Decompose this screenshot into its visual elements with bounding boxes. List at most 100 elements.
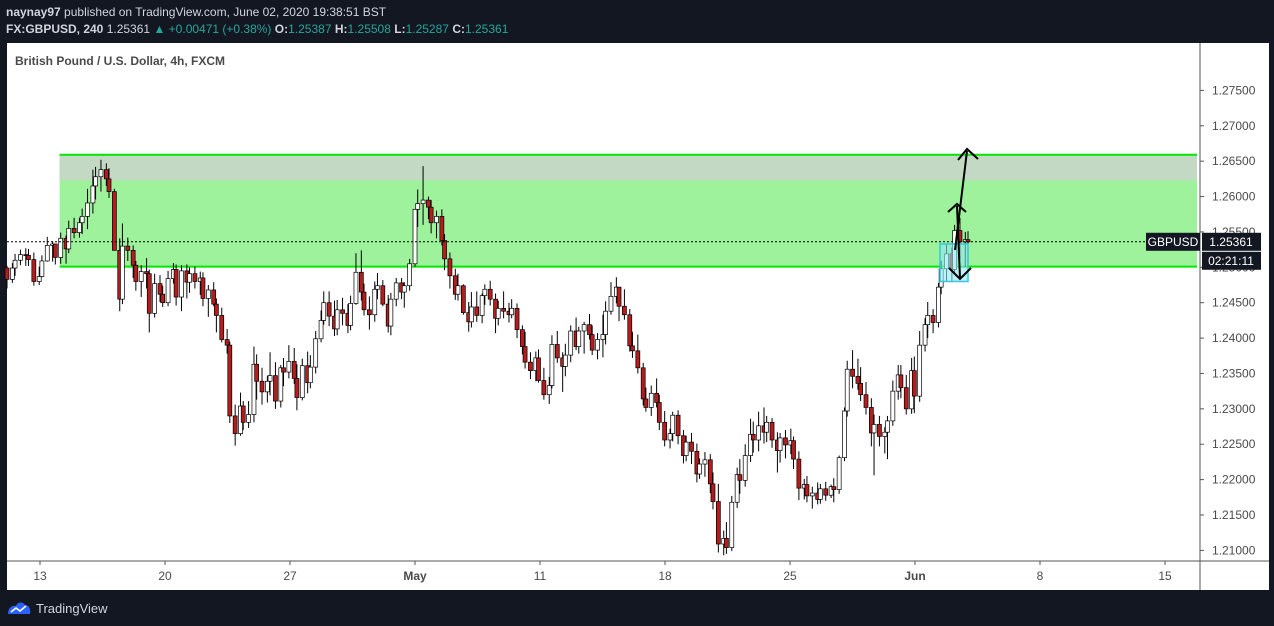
candle-body	[26, 254, 31, 260]
candle-body	[286, 361, 292, 373]
candle-body	[836, 457, 842, 490]
candle-body	[474, 306, 480, 316]
candle-body	[600, 334, 606, 340]
candle-body	[509, 308, 515, 316]
candle-body	[536, 357, 541, 381]
candle-body	[520, 329, 525, 347]
y-tick-label: 1.24000	[1212, 331, 1256, 345]
candle-body	[654, 392, 659, 403]
candle-body	[165, 278, 171, 304]
candle-body	[554, 344, 560, 359]
symbol-tag-bg	[1146, 232, 1200, 251]
candle-body	[581, 324, 587, 332]
candle-body	[469, 306, 474, 323]
candle-body	[98, 169, 104, 178]
target-arrow-down[interactable]	[956, 205, 961, 279]
candle-body	[697, 463, 702, 475]
candle-body	[31, 259, 37, 282]
close-label: C:	[452, 22, 465, 36]
candle-body	[809, 492, 815, 497]
candle-body	[495, 308, 501, 319]
candle-body	[871, 424, 877, 434]
y-tick-label: 1.22500	[1212, 437, 1256, 451]
candle-body	[603, 310, 608, 335]
candle-body	[71, 228, 77, 234]
x-tick-label: 25	[783, 569, 797, 583]
x-tick-label: 8	[1037, 569, 1044, 583]
candle-body	[66, 228, 72, 250]
candle-body	[179, 270, 184, 298]
candle-body	[307, 366, 313, 384]
candle-body	[724, 538, 729, 548]
candle-body	[522, 346, 528, 363]
candle-body	[541, 380, 547, 396]
candle-body	[447, 258, 453, 277]
candle-body	[683, 441, 689, 456]
candle-body	[90, 185, 96, 204]
candle-body	[911, 370, 917, 397]
x-tick-label: 20	[158, 569, 172, 583]
arrow-head-down	[948, 267, 972, 281]
close-value: 1.25361	[464, 22, 509, 36]
y-tick-label: 1.23500	[1212, 366, 1256, 380]
candle-body	[420, 199, 426, 204]
candle-body	[85, 202, 90, 217]
candle-body	[240, 405, 246, 423]
candle-body	[265, 380, 270, 393]
up-triangle-icon: ▲	[153, 22, 166, 36]
candle-body	[367, 309, 372, 316]
candle-body	[361, 291, 367, 311]
candle-body	[863, 394, 869, 408]
candle-body	[393, 282, 399, 300]
candle-body	[748, 433, 753, 456]
high-value: 1.25508	[347, 22, 391, 36]
candle-body	[549, 344, 555, 386]
candle-body	[318, 320, 324, 340]
tradingview-brand[interactable]: TradingView	[6, 598, 108, 618]
candle-body	[855, 375, 861, 384]
y-tick-label: 1.22000	[1212, 473, 1256, 487]
candle-body	[299, 365, 305, 398]
candle-body	[281, 367, 286, 373]
candle-body	[294, 378, 300, 398]
candle-body	[764, 421, 770, 433]
candle-body	[358, 271, 364, 293]
candle-body	[259, 380, 265, 393]
candle-body	[576, 330, 582, 347]
candle-body	[415, 203, 421, 210]
author-name[interactable]: naynay97	[6, 5, 61, 19]
candle-body	[200, 277, 206, 299]
candle-body	[568, 330, 574, 356]
candle-body	[850, 368, 855, 377]
candle-body	[348, 303, 353, 326]
candle-body	[616, 286, 622, 307]
candle-body	[670, 414, 676, 434]
candle-body	[898, 374, 904, 388]
chart-canvas[interactable]	[7, 43, 1269, 590]
candle-body	[224, 339, 230, 346]
x-tick-label: May	[403, 569, 427, 583]
target-arrow-up[interactable]	[954, 150, 968, 251]
candle-body	[562, 354, 568, 367]
candle-body	[689, 441, 694, 452]
candle-body	[882, 431, 888, 437]
candle-body	[796, 458, 802, 489]
candle-body	[138, 271, 144, 282]
candle-body	[388, 298, 394, 327]
candle-body	[452, 275, 458, 295]
candle-body	[643, 398, 649, 408]
zone-top-band	[59, 154, 1198, 181]
candle-body	[232, 415, 238, 434]
candle-body	[791, 440, 796, 460]
candle-body	[656, 402, 662, 423]
ohlc-legend: FX:GBPUSD, 240 1.25361 ▲ +0.00471 (+0.38…	[6, 22, 508, 36]
candle-body	[869, 407, 874, 434]
candle-body	[501, 308, 506, 312]
candle-body	[130, 249, 136, 266]
candle-body	[340, 309, 345, 314]
candle-body	[146, 273, 152, 314]
candle-body	[12, 259, 18, 269]
candle-body	[407, 263, 413, 287]
candle-body	[858, 383, 863, 396]
